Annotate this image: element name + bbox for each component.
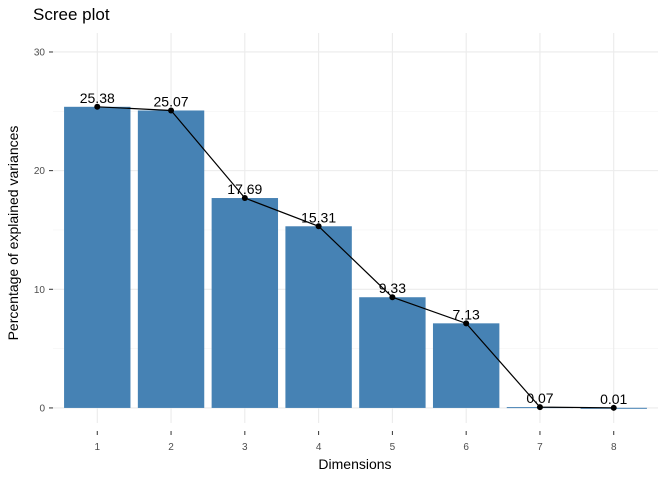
point-dim-4: [315, 223, 322, 230]
point-dim-7: [536, 404, 543, 411]
point-dim-6: [463, 320, 470, 327]
x-tick-label: 3: [242, 442, 248, 453]
point-dim-1: [94, 103, 101, 110]
y-tick-label: 30: [34, 47, 46, 58]
bar-dim-5: [359, 297, 426, 408]
bar-dim-6: [432, 323, 500, 408]
x-axis-title: Dimensions: [318, 456, 391, 472]
data-label-dim-3: 17.69: [227, 181, 262, 197]
data-label-dim-4: 15.31: [301, 209, 336, 225]
data-label-dim-1: 25.38: [80, 90, 115, 106]
y-tick-label: 10: [34, 285, 46, 296]
chart-title: Scree plot: [33, 5, 110, 24]
series-line: [97, 106, 614, 409]
y-tick-label: 20: [34, 166, 46, 177]
data-label-dim-2: 25.07: [154, 93, 189, 109]
x-tick-label: 8: [611, 442, 617, 453]
x-tick-label: 2: [168, 442, 174, 453]
y-axis-ticks: 0 10 20 30: [34, 47, 53, 414]
x-tick-label: 4: [316, 442, 322, 453]
x-axis-ticks: 1 2 3 4 5 6 7 8: [94, 431, 617, 453]
y-axis-title: Percentage of explained variances: [5, 126, 21, 341]
point-dim-8: [610, 404, 617, 411]
bar-dim-2: [137, 110, 205, 408]
x-tick-label: 1: [94, 442, 100, 453]
bar-dim-3: [211, 198, 279, 408]
data-label-dim-7: 0.07: [526, 390, 553, 406]
x-tick-label: 5: [390, 442, 396, 453]
data-labels: 25.38 25.07 17.69 15.31 9.33 7.13 0.07 0.01: [80, 90, 628, 407]
bar-dim-4: [285, 226, 352, 408]
x-tick-label: 7: [537, 442, 543, 453]
point-dim-5: [389, 294, 396, 301]
x-tick-label: 6: [463, 442, 469, 453]
data-label-dim-8: 0.01: [600, 391, 627, 407]
point-dim-2: [168, 107, 175, 114]
y-tick-label: 0: [39, 403, 45, 414]
points: [94, 103, 617, 411]
series-line-layer: [97, 106, 614, 409]
bars: [64, 106, 647, 409]
point-dim-3: [241, 195, 248, 202]
bar-dim-1: [64, 106, 131, 408]
data-label-dim-5: 9.33: [379, 280, 406, 296]
data-label-dim-6: 7.13: [453, 306, 480, 322]
